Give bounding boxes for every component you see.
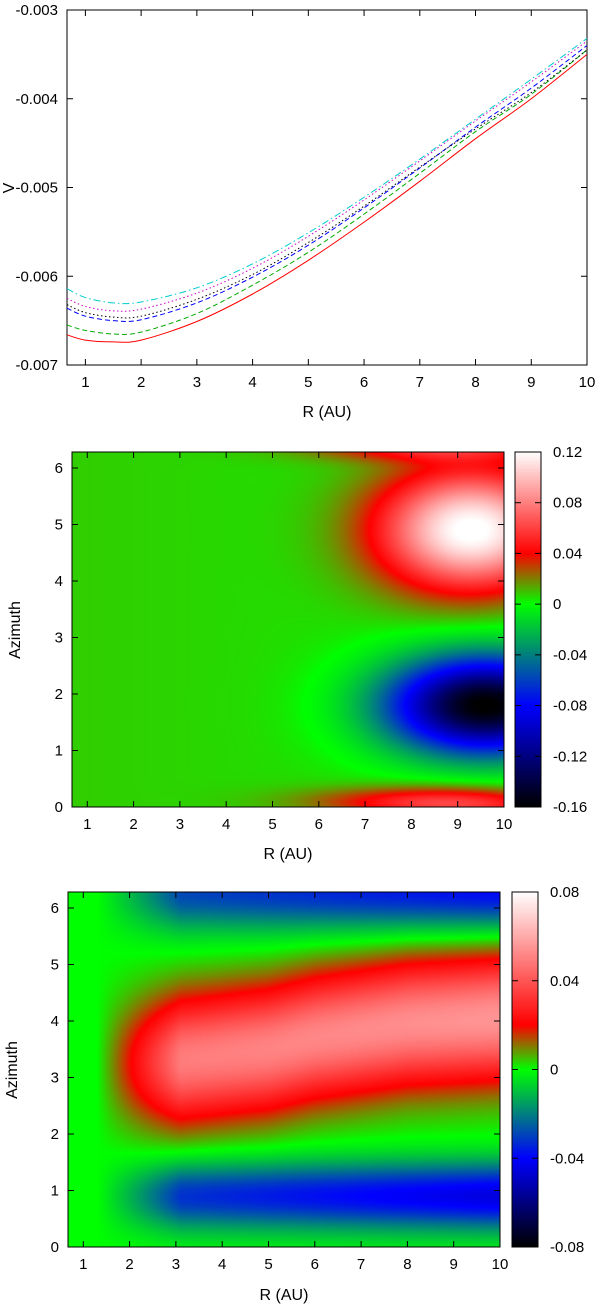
y-tick-label: 4 <box>55 573 63 590</box>
heatmap2-y-axis-label: Azimuth <box>4 1041 21 1099</box>
heatmap2-colorbar-ticks: 0.08 0.04 0 -0.04 -0.08 <box>512 884 584 1256</box>
heatmap1-y-ticks: 0 1 2 3 4 5 6 <box>55 460 504 816</box>
y-tick-label: 3 <box>55 629 63 646</box>
series-line-5 <box>66 40 588 312</box>
heatmap1-plot-frame <box>71 451 505 808</box>
y-tick-label: 2 <box>55 686 63 703</box>
x-tick-label: 3 <box>176 816 184 833</box>
y-tick-label: 5 <box>51 956 59 973</box>
heatmap2-y-ticks: 0 1 2 3 4 5 6 <box>51 900 500 1256</box>
heatmap2-x-axis-label: R (AU) <box>260 1287 309 1304</box>
colorbar-tick-label: 0.12 <box>553 444 582 461</box>
heatmap1-colorbar <box>515 452 541 807</box>
colorbar-tick-label: -0.12 <box>553 748 587 765</box>
colorbar-tick-label: -0.08 <box>553 698 587 715</box>
x-tick-label: 6 <box>311 1256 319 1273</box>
heatmap2-image <box>68 892 500 1247</box>
chart1-x-axis-label: R (AU) <box>303 404 352 421</box>
x-tick-label: 9 <box>527 374 535 391</box>
y-tick-label: -0.003 <box>15 2 58 19</box>
x-tick-label: 5 <box>264 1256 272 1273</box>
x-tick-label: 9 <box>454 816 462 833</box>
y-tick-label: 1 <box>55 742 63 759</box>
series-line-1 <box>66 53 588 343</box>
colorbar-tick-label: -0.16 <box>553 799 587 816</box>
series-line-3 <box>66 45 588 323</box>
x-tick-label: 10 <box>496 816 513 833</box>
x-tick-label: 6 <box>315 816 323 833</box>
y-tick-label: 4 <box>51 1013 59 1030</box>
x-tick-label: 3 <box>172 1256 180 1273</box>
y-tick-label: 2 <box>51 1126 59 1143</box>
heatmap1-y-axis-label: Azimuth <box>7 601 24 659</box>
heatmap1-image <box>72 452 504 807</box>
x-tick-label: 7 <box>357 1256 365 1273</box>
x-tick-label: 5 <box>304 374 312 391</box>
x-tick-label: 4 <box>248 374 256 391</box>
y-tick-label: -0.006 <box>15 268 58 285</box>
x-tick-label: 8 <box>403 1256 411 1273</box>
y-tick-label: 1 <box>51 1182 59 1199</box>
velocity-line-chart: 1 2 3 4 5 6 7 8 9 10 -0.003-0.004-0.005-0.006-0.0… <box>1 2 595 421</box>
heatmap1-colorbar-frame <box>514 451 542 808</box>
chart1-plot-frame <box>66 9 588 366</box>
heatmap1-x-ticks: 1 2 3 4 5 6 7 8 9 10 <box>83 452 512 833</box>
x-tick-label: 5 <box>268 816 276 833</box>
x-tick-label: 10 <box>579 374 596 391</box>
heatmap1-x-axis-label: R (AU) <box>264 846 313 863</box>
heatmap2-plot-frame <box>67 891 501 1248</box>
x-tick-label: 6 <box>360 374 368 391</box>
x-tick-label: 4 <box>222 816 230 833</box>
y-tick-label: 5 <box>55 516 63 533</box>
colorbar-tick-label: 0.08 <box>553 495 582 512</box>
colorbar-tick-label: 0.04 <box>550 973 579 990</box>
series-line-6 <box>66 37 588 305</box>
colorbar-tick-label: -0.04 <box>553 647 587 664</box>
series-line-4 <box>66 49 588 319</box>
y-tick-label: -0.007 <box>15 357 58 374</box>
chart1-y-ticks: -0.003 -0.004 -0.005 -0.006 -0.007 <box>15 2 587 374</box>
x-tick-label: 7 <box>361 816 369 833</box>
chart1-x-ticks: 1 2 3 4 5 6 7 8 9 10 <box>81 10 595 391</box>
y-tick-label: -0.004 <box>15 91 58 108</box>
x-tick-label: 8 <box>407 816 415 833</box>
x-tick-label: 7 <box>416 374 424 391</box>
x-tick-label: 2 <box>137 374 145 391</box>
x-tick-label: 3 <box>193 374 201 391</box>
colorbar-tick-label: -0.08 <box>550 1239 584 1256</box>
azimuth-heatmap-1: 1 2 3 4 5 6 7 8 9 10 0 1 2 3 4 5 6 0.12 0.08 0.04 0 -0.04 -0… <box>7 444 587 863</box>
x-tick-label: 1 <box>81 374 89 391</box>
x-tick-label: 8 <box>471 374 479 391</box>
y-tick-label: 0 <box>51 1239 59 1256</box>
x-tick-label: 10 <box>492 1256 509 1273</box>
colorbar-tick-label: 0.08 <box>550 884 579 901</box>
chart1-series-group <box>66 37 588 343</box>
x-tick-label: 2 <box>125 1256 133 1273</box>
x-tick-label: 1 <box>83 816 91 833</box>
series-line-2 <box>66 49 588 335</box>
colorbar-tick-label: 0.04 <box>553 545 582 562</box>
x-tick-label: 2 <box>129 816 137 833</box>
y-tick-label: 0 <box>55 799 63 816</box>
y-tick-label: -0.005 <box>15 180 58 197</box>
colorbar-tick-label: 0 <box>553 596 561 613</box>
x-tick-label: 9 <box>450 1256 458 1273</box>
x-tick-label: 4 <box>218 1256 226 1273</box>
colorbar-tick-label: 0 <box>550 1062 558 1079</box>
colorbar-tick-label: -0.04 <box>550 1150 584 1167</box>
heatmap1-colorbar-ticks: 0.12 0.08 0.04 0 -0.04 -0.08 -0.12 -0.16 <box>515 444 587 816</box>
chart1-y-axis-label: V <box>1 182 18 193</box>
y-tick-label: 6 <box>55 460 63 477</box>
y-tick-label: 6 <box>51 900 59 917</box>
y-tick-label: 3 <box>51 1069 59 1086</box>
x-tick-label: 1 <box>79 1256 87 1273</box>
heatmap2-x-ticks: 1 2 3 4 5 6 7 8 9 10 <box>79 892 508 1273</box>
